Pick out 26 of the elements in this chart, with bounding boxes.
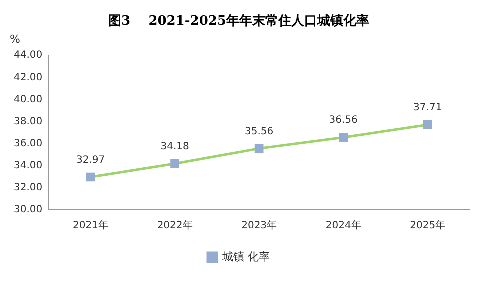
x-tick-label: 2025年	[410, 220, 446, 232]
x-tick-label: 2023年	[242, 220, 278, 232]
data-label: 32.97	[76, 154, 106, 166]
x-tick-label: 2024年	[326, 220, 362, 232]
y-tick-label: 30.00	[14, 204, 43, 216]
y-tick-label: 44.00	[14, 50, 43, 62]
y-tick-label: 40.00	[14, 94, 43, 106]
point	[423, 120, 432, 130]
y-tick-label: 34.00	[14, 160, 43, 172]
y-tick-label: 36.00	[14, 138, 43, 150]
data-label: 37.71	[414, 102, 442, 114]
data-label: 35.56	[244, 126, 274, 138]
y-tick-label: 38.00	[14, 116, 43, 128]
point	[254, 144, 264, 154]
x-tick-label: 2022年	[157, 220, 193, 232]
data-label: 36.56	[329, 115, 358, 126]
y-tick-label: 32.00	[14, 182, 43, 194]
legend-label: 城镇 化率	[222, 250, 270, 264]
point	[86, 172, 96, 182]
y-tick-label: 42.00	[14, 72, 43, 84]
point	[339, 133, 348, 142]
chart-title: 图3 2021-2025年年末常住人口城镇化率	[108, 13, 370, 30]
data-label: 34.18	[160, 141, 190, 152]
y-axis-title: %	[10, 32, 20, 46]
x-tick-label: 2021年	[73, 220, 108, 232]
point	[170, 159, 180, 168]
